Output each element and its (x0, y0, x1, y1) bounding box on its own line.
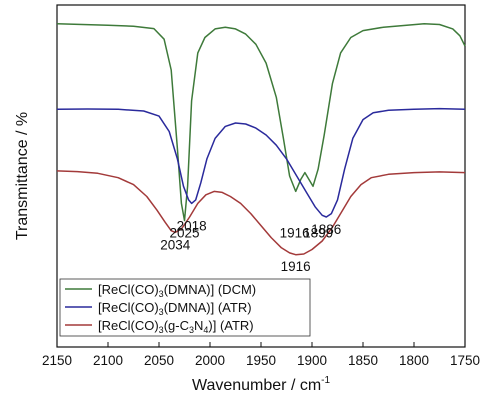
series-line-atr-gc3n4 (56, 170, 466, 256)
peak-label: 1886 (311, 222, 341, 237)
x-tick-label: 2150 (42, 353, 72, 368)
peak-label: 1899 (303, 226, 333, 241)
series-line-dcm (56, 23, 466, 222)
x-tick-label: 2100 (93, 353, 123, 368)
series-line-atr-dmna (56, 107, 466, 218)
legend-label-atr-gc3n4: [ReCl(CO)3(g-C3N4)] (ATR) (98, 318, 254, 335)
x-tick-label: 2050 (144, 353, 174, 368)
peak-label: 2018 (177, 219, 207, 234)
x-tick-label: 1800 (399, 353, 429, 368)
peak-label: 1916 (280, 226, 310, 241)
peak-label: 2034 (160, 238, 191, 253)
x-tick-label: 2000 (195, 353, 225, 368)
y-axis-title: Transmittance / % (14, 112, 31, 240)
legend-label-atr-dmna: [ReCl(CO)3(DMNA)] (ATR) (98, 300, 252, 317)
x-tick-label: 1950 (246, 353, 276, 368)
x-tick-label: 1750 (450, 353, 480, 368)
peak-label: 2025 (169, 226, 199, 241)
x-axis-ticks (56, 342, 466, 347)
x-axis-title: Wavenumber / cm-1 (192, 375, 331, 394)
legend-label-dcm: [ReCl(CO)3(DMNA)] (DCM) (98, 282, 256, 299)
x-tick-label: 1900 (297, 353, 327, 368)
series-lines (56, 23, 466, 256)
peak-label: 1916 (281, 259, 311, 274)
legend-box (59, 278, 311, 337)
x-tick-label: 1850 (348, 353, 378, 368)
legend: [ReCl(CO)3(DMNA)] (DCM) [ReCl(CO)3(DMNA)… (59, 278, 311, 337)
x-axis-tick-labels: 2150 2100 2050 2000 1950 1900 1850 1800 1750 (42, 353, 480, 368)
